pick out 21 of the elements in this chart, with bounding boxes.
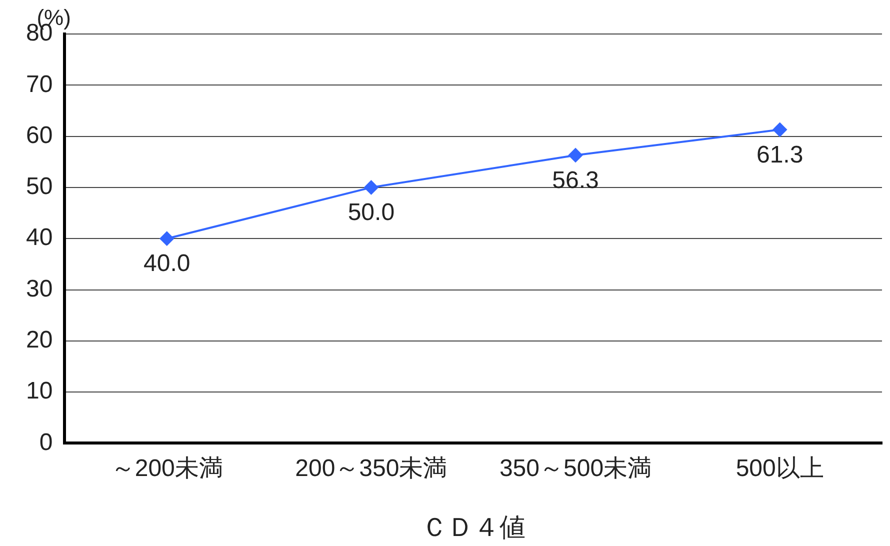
data-label: 40.0 xyxy=(144,250,190,278)
y-tick-label: 60 xyxy=(26,122,53,149)
x-tick-label: 500以上 xyxy=(736,455,824,482)
data-label: 50.0 xyxy=(348,199,395,226)
point xyxy=(568,148,583,162)
y-tick-label: 70 xyxy=(26,70,53,98)
point xyxy=(772,122,787,137)
y-tick-label: 40 xyxy=(26,224,53,252)
y-tick-label: 50 xyxy=(26,173,53,200)
x-tick-label: 350～500未満 xyxy=(499,455,652,482)
y-tick-label: 10 xyxy=(26,378,53,405)
x-axis-title: ＣＤ４値 xyxy=(421,512,526,542)
point xyxy=(364,180,378,194)
y-tick-label: 30 xyxy=(26,275,53,302)
y-tick-label: 20 xyxy=(26,326,53,354)
x-tick-label: 200～350未満 xyxy=(295,455,448,482)
y-tick-label: 0 xyxy=(39,428,53,456)
x-tick-label: ～200未満 xyxy=(110,455,223,482)
data-label: 56.3 xyxy=(552,166,599,194)
data-label: 61.3 xyxy=(756,141,804,168)
point xyxy=(160,232,174,246)
